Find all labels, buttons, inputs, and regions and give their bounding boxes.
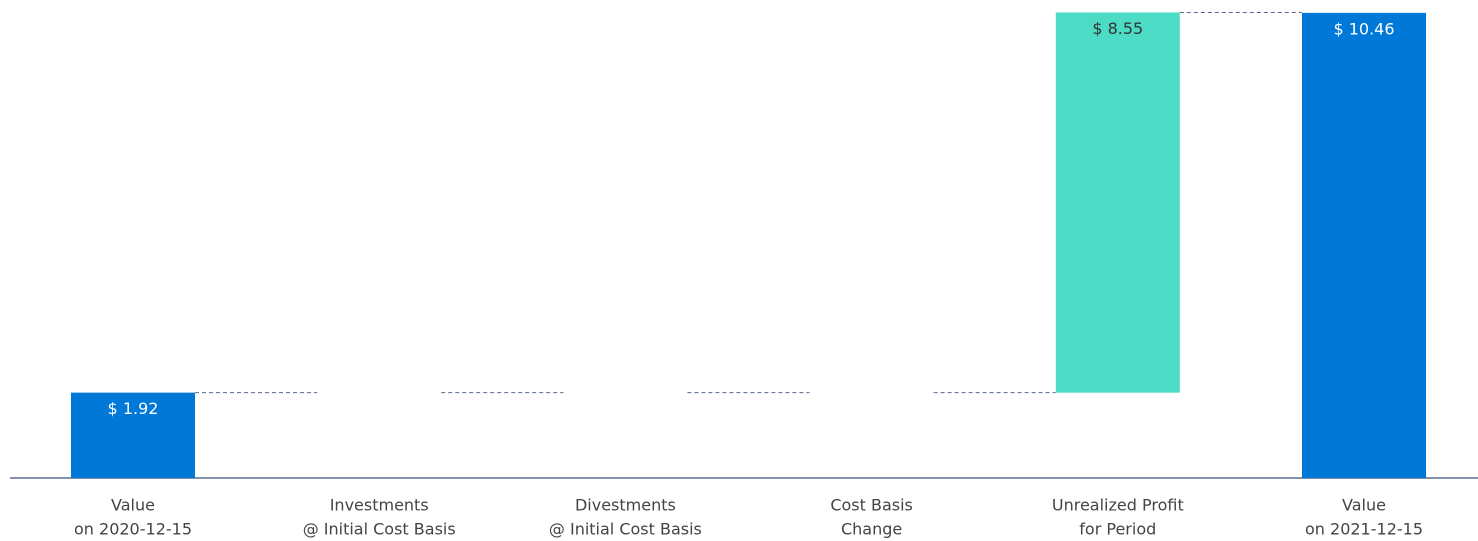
value-label: $ 1.92 bbox=[108, 399, 159, 418]
x-tick-label: Cost Basis bbox=[830, 496, 913, 515]
x-tick-label: Change bbox=[841, 520, 902, 539]
x-tick-label: Value bbox=[1342, 496, 1386, 515]
x-tick-label: Investments bbox=[330, 496, 429, 515]
x-tick-label: @ Initial Cost Basis bbox=[303, 520, 456, 539]
x-tick-label: Value bbox=[111, 496, 155, 515]
bar bbox=[1055, 12, 1180, 393]
value-label: $ 10.46 bbox=[1333, 19, 1394, 38]
bar bbox=[1302, 12, 1426, 478]
x-tick-label: for Period bbox=[1079, 520, 1156, 539]
x-tick-label: @ Initial Cost Basis bbox=[549, 520, 702, 539]
x-tick-label: on 2020-12-15 bbox=[74, 520, 192, 539]
x-tick-label: Divestments bbox=[575, 496, 676, 515]
bar bbox=[71, 392, 195, 478]
value-label: $ 8.55 bbox=[1092, 19, 1143, 38]
x-tick-label: Unrealized Profit bbox=[1052, 496, 1184, 515]
x-tick-label: on 2021-12-15 bbox=[1305, 520, 1423, 539]
